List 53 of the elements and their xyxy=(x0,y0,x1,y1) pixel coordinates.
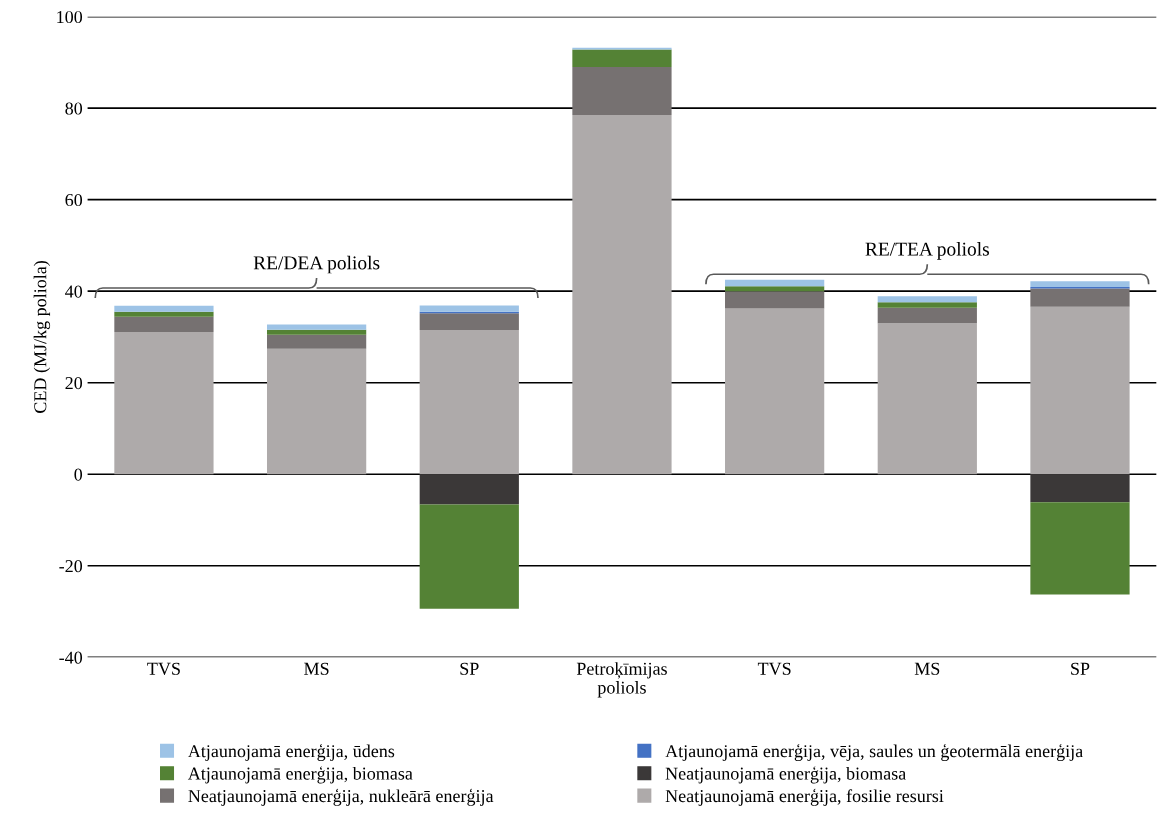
bar xyxy=(266,348,367,475)
bar xyxy=(114,331,214,475)
bar xyxy=(419,474,519,505)
bar xyxy=(114,311,214,317)
bar xyxy=(266,324,367,330)
x-tick-label: TVS xyxy=(147,662,180,675)
bar xyxy=(1030,281,1130,288)
bar xyxy=(572,66,672,116)
bar xyxy=(114,305,214,312)
x-tick-label: Petroķīmijas poliols xyxy=(576,662,667,698)
x-tick-label: MS xyxy=(914,662,940,675)
y-tick-label: 60 xyxy=(65,193,83,207)
bar xyxy=(725,308,825,475)
bar xyxy=(877,323,977,475)
x-tick-label: TVS xyxy=(757,662,791,675)
bar xyxy=(572,49,672,67)
legend-label: Atjaunojamā enerģija, biomasa xyxy=(187,766,413,784)
bar xyxy=(725,279,825,287)
bar xyxy=(572,115,672,475)
bar xyxy=(1030,474,1130,503)
y-tick-label: 80 xyxy=(65,102,83,115)
bar xyxy=(419,305,519,312)
bar xyxy=(266,329,367,335)
bar xyxy=(725,291,825,309)
bar xyxy=(877,296,977,303)
legend-label: Atjaunojamā enerģija, vēja, saules un ģeotermālā enerģija xyxy=(665,744,1083,762)
y-tick-label: 20 xyxy=(65,376,83,390)
bar xyxy=(266,334,367,349)
x-tick-label: SP xyxy=(460,662,479,675)
y-tick-label: -40 xyxy=(59,651,83,664)
bar xyxy=(1030,306,1130,475)
y-axis-title: CED (MJ/kg poliola) xyxy=(33,261,51,413)
annotation: RE/TEA poliols xyxy=(865,241,989,260)
bar xyxy=(1030,502,1130,595)
bar xyxy=(877,302,977,308)
legend-label: Atjaunojamā enerģija, ūdens xyxy=(187,744,395,762)
legend-label: Neatjaunojamā enerģija, fosilie resursi xyxy=(665,788,944,806)
y-tick-label: -20 xyxy=(59,560,83,573)
bar xyxy=(419,330,519,475)
bar xyxy=(725,286,825,292)
bar xyxy=(419,313,519,331)
bar xyxy=(419,504,519,609)
legend-label: Neatjaunojamā enerģija, nukleārā enerģija xyxy=(188,788,494,806)
x-tick-label: MS xyxy=(304,662,329,675)
x-tick-label: SP xyxy=(1071,662,1090,675)
y-tick-label: 100 xyxy=(57,10,83,24)
y-tick-label: 40 xyxy=(65,285,83,298)
annotation: RE/DEA poliols xyxy=(253,255,380,274)
bar xyxy=(1030,288,1130,307)
y-tick-label: 0 xyxy=(74,468,83,481)
bar xyxy=(877,307,977,324)
legend-label: Neatjaunojamā enerģija, biomasa xyxy=(665,766,906,784)
bar xyxy=(114,316,214,332)
